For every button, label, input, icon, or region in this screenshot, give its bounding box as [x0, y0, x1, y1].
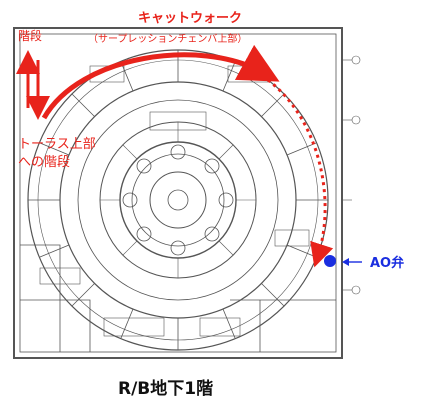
torus-stairs-label-line2: への階段: [18, 155, 70, 170]
floor-plan-drawing: [13, 27, 361, 359]
ao-valve-label: AO弁: [370, 255, 404, 271]
catwalk-note: （サープレッションチェンバ上部）: [88, 32, 247, 45]
floor-caption: R/B地下1階: [118, 378, 213, 399]
catwalk-dotted-arrow: [267, 78, 334, 268]
ao-valve-marker: [324, 255, 336, 267]
catwalk-route: [16, 44, 334, 268]
ao-valve-pointer-arrow: [342, 258, 362, 266]
catwalk-title: キャットウォーク: [138, 11, 242, 26]
torus-stairs-label-line1: トーラス上部: [18, 137, 96, 152]
catwalk-solid-arrow: [41, 44, 280, 120]
stairs-top-label: 階段: [18, 28, 42, 43]
